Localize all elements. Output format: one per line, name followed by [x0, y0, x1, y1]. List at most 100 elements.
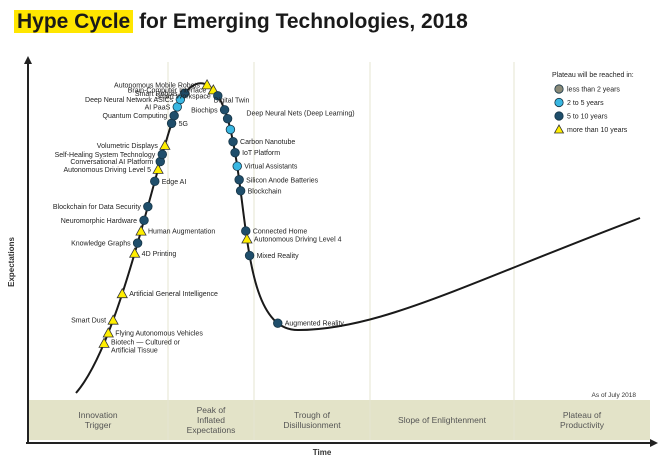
- tech-label: Silicon Anode Batteries: [246, 177, 318, 184]
- marker-circle: [222, 113, 233, 124]
- phase-label-peak-of-inflated-expectations: Peak of Inflated Expectations: [187, 405, 236, 435]
- axes: Expectations Time: [7, 56, 658, 456]
- marker-circle: [213, 91, 223, 101]
- tech-label: Biotech — Cultured or Artificial Tissue: [111, 339, 181, 354]
- tech-flying-autonomous-vehicles: Flying Autonomous Vehicles: [102, 327, 203, 338]
- phase-label-innovation-trigger: Innovation Trigger: [78, 410, 117, 430]
- tech-label: Quantum Computing: [103, 113, 168, 120]
- tech-edge-ai: Edge AI: [150, 176, 187, 187]
- legend-label: 5 to 10 years: [567, 114, 608, 121]
- marker-triangle: [116, 287, 128, 299]
- tech-knowledge-graphs: Knowledge Graphs: [71, 238, 143, 248]
- tech-label: Augmented Reality: [285, 321, 345, 328]
- tech-label: Deep Neural Network ASICs: [85, 97, 174, 104]
- tech-label: Carbon Nanotube: [240, 139, 295, 146]
- tech-label: Edge AI: [162, 179, 187, 186]
- marker-triangle: [98, 337, 110, 348]
- marker-circle: [230, 147, 240, 158]
- marker-circle: [169, 110, 179, 121]
- phase-dividers: [167, 62, 515, 440]
- marker-triangle: [241, 233, 253, 244]
- y-axis-label: Expectations: [7, 237, 16, 287]
- tech-artificial-general-intelligence: Artificial General Intelligence: [116, 287, 218, 299]
- tech-volumetric-displays: Volumetric Displays: [97, 139, 171, 150]
- tech-label: 4D Printing: [142, 251, 177, 258]
- marker-circle: [219, 105, 230, 115]
- tech-label: Blockchain: [248, 188, 282, 195]
- tech-quantum-computing: Quantum Computing: [103, 110, 179, 121]
- tech-mixed-reality: Mixed Reality: [244, 250, 300, 261]
- phase-label-trough-of-disillusionment: Trough of Disillusionment: [283, 410, 341, 430]
- legend-swatch: [554, 84, 564, 94]
- legend-swatch: [554, 97, 564, 108]
- tech-autonomous-driving-level-4: Autonomous Driving Level 4: [241, 233, 342, 244]
- legend-label: 2 to 5 years: [567, 100, 604, 107]
- tech-label: Human Augmentation: [148, 229, 215, 236]
- marker-triangle: [135, 225, 147, 236]
- marker-circle: [143, 201, 153, 212]
- tech-label: Digital Twin: [214, 98, 250, 105]
- tech-label: Knowledge Graphs: [71, 241, 131, 248]
- tech-label: Biochips: [191, 107, 218, 114]
- phase-band-background: [28, 400, 650, 440]
- tech-label: Autonomous Mobile Robots: [114, 82, 200, 89]
- x-axis-arrow: [650, 439, 658, 447]
- as-of-date: As of July 2018: [592, 392, 637, 399]
- tech-label: Blockchain for Data Security: [53, 204, 141, 211]
- tech-label: Smart Robots: [135, 91, 178, 98]
- legend-swatch: [553, 124, 565, 134]
- legend-swatch: [554, 111, 564, 121]
- marker-circle: [273, 318, 283, 328]
- marker-triangle: [152, 163, 164, 174]
- phase-label-slope-of-enlightenment: Slope of Enlightenment: [398, 415, 487, 425]
- tech-neuromorphic-hardware: Neuromorphic Hardware: [61, 215, 149, 226]
- marker-triangle: [128, 247, 141, 258]
- tech-label: Virtual Assistants: [244, 164, 298, 171]
- tech-human-augmentation: Human Augmentation: [135, 225, 215, 236]
- marker-circle: [228, 136, 238, 147]
- legend-item-2to5: 2 to 5 years: [554, 97, 604, 108]
- tech-label: Deep Neural Nets (Deep Learning): [246, 111, 354, 118]
- marker-circle: [179, 88, 190, 99]
- marker-circle: [244, 250, 255, 261]
- legend-label: more than 10 years: [567, 127, 628, 134]
- marker-circle: [235, 186, 246, 196]
- marker-triangle: [107, 314, 119, 325]
- title-rest: for Emerging Technologies, 2018: [133, 10, 468, 33]
- tech-label: Autonomous Driving Level 4: [254, 236, 342, 243]
- marker-circle: [132, 238, 143, 248]
- legend-item-lt2: less than 2 years: [554, 84, 620, 94]
- tech-label: Mixed Reality: [257, 253, 300, 260]
- tech-carbon-nanotube: Carbon Nanotube: [228, 136, 295, 147]
- marker-circle: [232, 161, 242, 171]
- tech-deep-neural-nets-deep-learning: Deep Neural Nets (Deep Learning): [225, 111, 355, 135]
- technology-markers: Biotech — Cultured or Artificial Tissue Fl…: [53, 79, 355, 354]
- legend-item-5to10: 5 to 10 years: [554, 111, 608, 121]
- tech-virtual-assistants: Virtual Assistants: [232, 161, 298, 171]
- hype-curve: [75, 82, 641, 394]
- marker-circle: [225, 124, 236, 135]
- tech-label: Volumetric Displays: [97, 143, 159, 150]
- tech-label: Brain-Computer Interface: [128, 87, 207, 94]
- tech-label: Conversational AI Platform: [70, 159, 153, 166]
- tech-label: Flying Autonomous Vehicles: [115, 330, 203, 337]
- tech-smart-robots: Smart Robots: [135, 88, 190, 99]
- tech-5g: 5G: [166, 118, 188, 129]
- tech-autonomous-mobile-robots: Autonomous Mobile Robots: [114, 79, 213, 89]
- tech-label: Smart Dust: [71, 318, 106, 325]
- tech-label: Autonomous Driving Level 5: [64, 167, 152, 174]
- marker-triangle: [102, 327, 114, 338]
- tech-autonomous-driving-level-5: Autonomous Driving Level 5: [64, 163, 164, 174]
- tech-digital-twin: Digital Twin: [214, 98, 250, 124]
- tech-biochips: Biochips: [191, 105, 230, 115]
- tech-label: 5G: [179, 121, 188, 128]
- tech-blockchain: Blockchain: [235, 186, 282, 196]
- legend: Plateau will be reached in: less than 2 …: [552, 72, 634, 134]
- tech-connected-home: Connected Home: [241, 226, 307, 236]
- y-axis-arrow: [24, 56, 32, 64]
- tech-label: Artificial General Intelligence: [129, 291, 218, 298]
- tech-smart-dust: Smart Dust: [71, 314, 119, 325]
- tech-conversational-ai-platform: Conversational AI Platform: [70, 156, 165, 167]
- x-axis-label: Time: [313, 448, 332, 456]
